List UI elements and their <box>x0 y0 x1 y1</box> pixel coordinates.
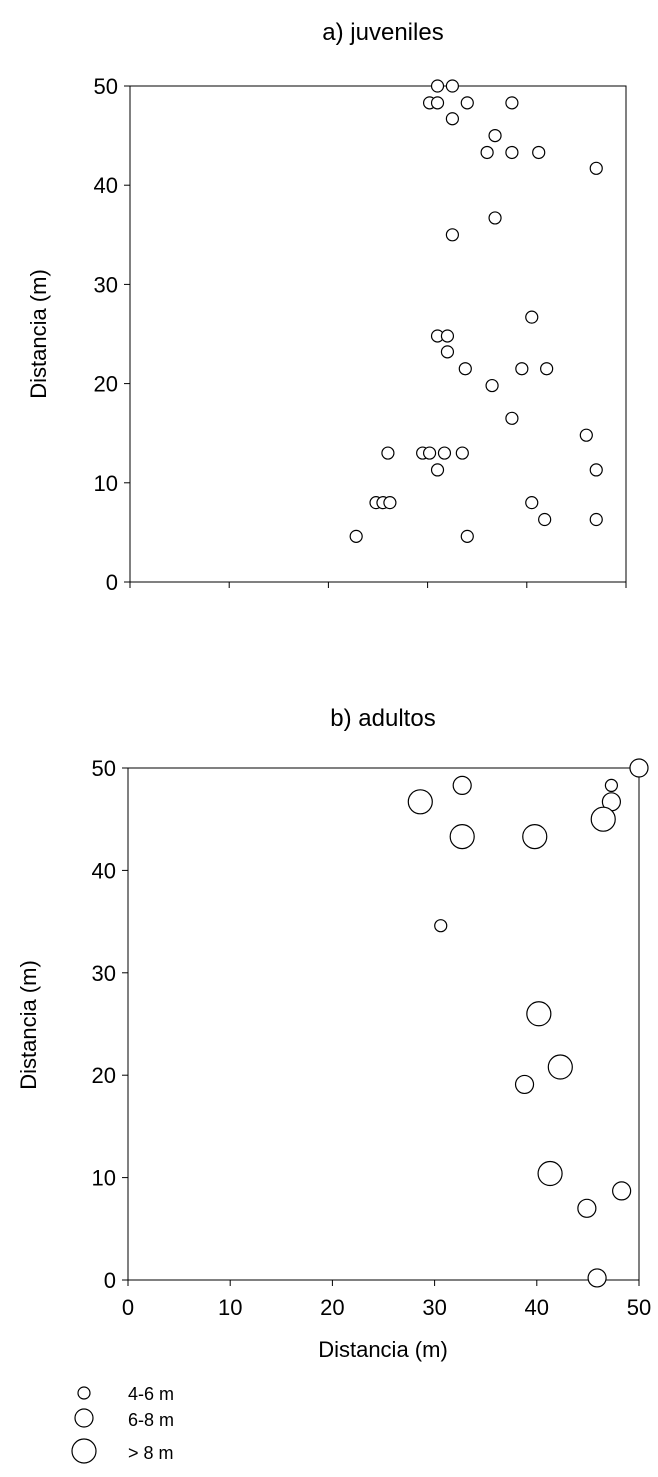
data-point <box>590 806 616 832</box>
data-point <box>440 345 455 359</box>
data-point <box>525 310 539 324</box>
legend-marker-medium <box>74 1408 94 1428</box>
x-tick-label: 30 <box>422 1295 446 1320</box>
y-tick-label: 0 <box>106 570 118 595</box>
data-point <box>604 778 619 793</box>
data-point <box>629 758 649 778</box>
legend-label-6-8: 6-8 m <box>128 1410 174 1430</box>
panel-a-points <box>349 79 603 543</box>
data-point <box>349 529 363 543</box>
panel-b-y-axis-label: Distancia (m) <box>16 960 41 1090</box>
data-point <box>589 463 603 477</box>
x-tick-label: 10 <box>218 1295 242 1320</box>
x-tick-label: 0 <box>122 1295 134 1320</box>
data-point <box>488 211 502 225</box>
panel-a-plot-frame <box>129 85 627 583</box>
panel-b-plot-frame <box>127 767 640 1281</box>
data-point <box>485 378 499 393</box>
y-tick-label: 50 <box>94 74 118 99</box>
panel-b-x-axis-label: Distancia (m) <box>318 1337 448 1362</box>
data-point <box>430 463 445 477</box>
data-point <box>587 1268 607 1288</box>
panel-a-axes: 0 10 20 30 40 50 <box>94 74 627 595</box>
size-legend: 4-6 m 6-8 m > 8 m <box>71 1384 174 1464</box>
y-tick-label: 0 <box>104 1268 116 1293</box>
data-point <box>537 1160 563 1187</box>
data-point <box>460 529 474 543</box>
legend-item-4-6: 4-6 m <box>77 1384 174 1404</box>
legend-label-gt-8: > 8 m <box>128 1443 174 1463</box>
y-tick-label: 10 <box>92 1166 116 1191</box>
data-point <box>452 775 472 796</box>
panel-a-title: a) juveniles <box>322 19 443 46</box>
juveniles-panel: a) juveniles Distancia (m) 0 10 20 30 40 50 <box>26 19 627 595</box>
data-point <box>488 129 502 143</box>
data-point <box>440 329 455 343</box>
panel-b-title: b) adultos <box>330 705 435 732</box>
data-point <box>445 79 459 93</box>
y-tick-label: 30 <box>94 272 118 297</box>
data-point <box>383 496 397 510</box>
data-point <box>434 919 448 933</box>
data-point <box>505 96 519 110</box>
data-point <box>538 512 552 527</box>
y-tick-label: 40 <box>92 858 116 883</box>
data-point <box>445 228 459 242</box>
data-point <box>612 1181 632 1201</box>
y-tick-label: 30 <box>92 961 116 986</box>
adultos-panel: b) adultos Distancia (m) Distancia (m) 0… <box>16 705 651 1362</box>
data-point <box>505 145 519 160</box>
data-point <box>522 824 548 850</box>
data-point <box>437 446 452 460</box>
data-point <box>547 1054 573 1080</box>
data-point <box>422 446 437 460</box>
data-point <box>515 362 529 376</box>
panel-b-axes: 0 10 20 30 40 50 0 10 20 30 40 50 <box>92 756 652 1320</box>
legend-marker-small <box>77 1386 91 1400</box>
data-point <box>525 496 539 510</box>
x-tick-label: 40 <box>525 1295 549 1320</box>
data-point <box>526 1001 552 1027</box>
data-point <box>505 411 519 425</box>
data-point <box>449 824 475 850</box>
legend-item-gt-8: > 8 m <box>71 1438 174 1464</box>
data-point <box>455 446 469 460</box>
data-point <box>514 1074 535 1095</box>
data-point <box>540 362 554 376</box>
y-tick-label: 20 <box>94 372 118 397</box>
y-tick-label: 10 <box>94 471 118 496</box>
panel-b-points <box>407 758 649 1288</box>
legend-marker-large <box>71 1438 97 1464</box>
data-point <box>589 161 603 175</box>
data-point <box>430 79 445 93</box>
y-tick-label: 50 <box>92 756 116 781</box>
data-point <box>589 512 603 527</box>
data-point <box>577 1198 597 1218</box>
x-tick-label: 20 <box>320 1295 344 1320</box>
legend-label-4-6: 4-6 m <box>128 1384 174 1404</box>
panel-a-y-axis-label: Distancia (m) <box>26 269 51 399</box>
data-point <box>381 446 395 460</box>
legend-item-6-8: 6-8 m <box>74 1408 174 1430</box>
y-tick-label: 20 <box>92 1063 116 1088</box>
data-point <box>460 96 474 110</box>
data-point <box>458 362 472 376</box>
data-point <box>532 145 546 160</box>
data-point <box>445 112 459 126</box>
data-point <box>407 789 433 815</box>
data-point <box>430 96 445 110</box>
y-tick-label: 40 <box>94 173 118 198</box>
x-tick-label: 50 <box>627 1295 651 1320</box>
data-point <box>480 145 494 160</box>
data-point <box>579 428 593 442</box>
